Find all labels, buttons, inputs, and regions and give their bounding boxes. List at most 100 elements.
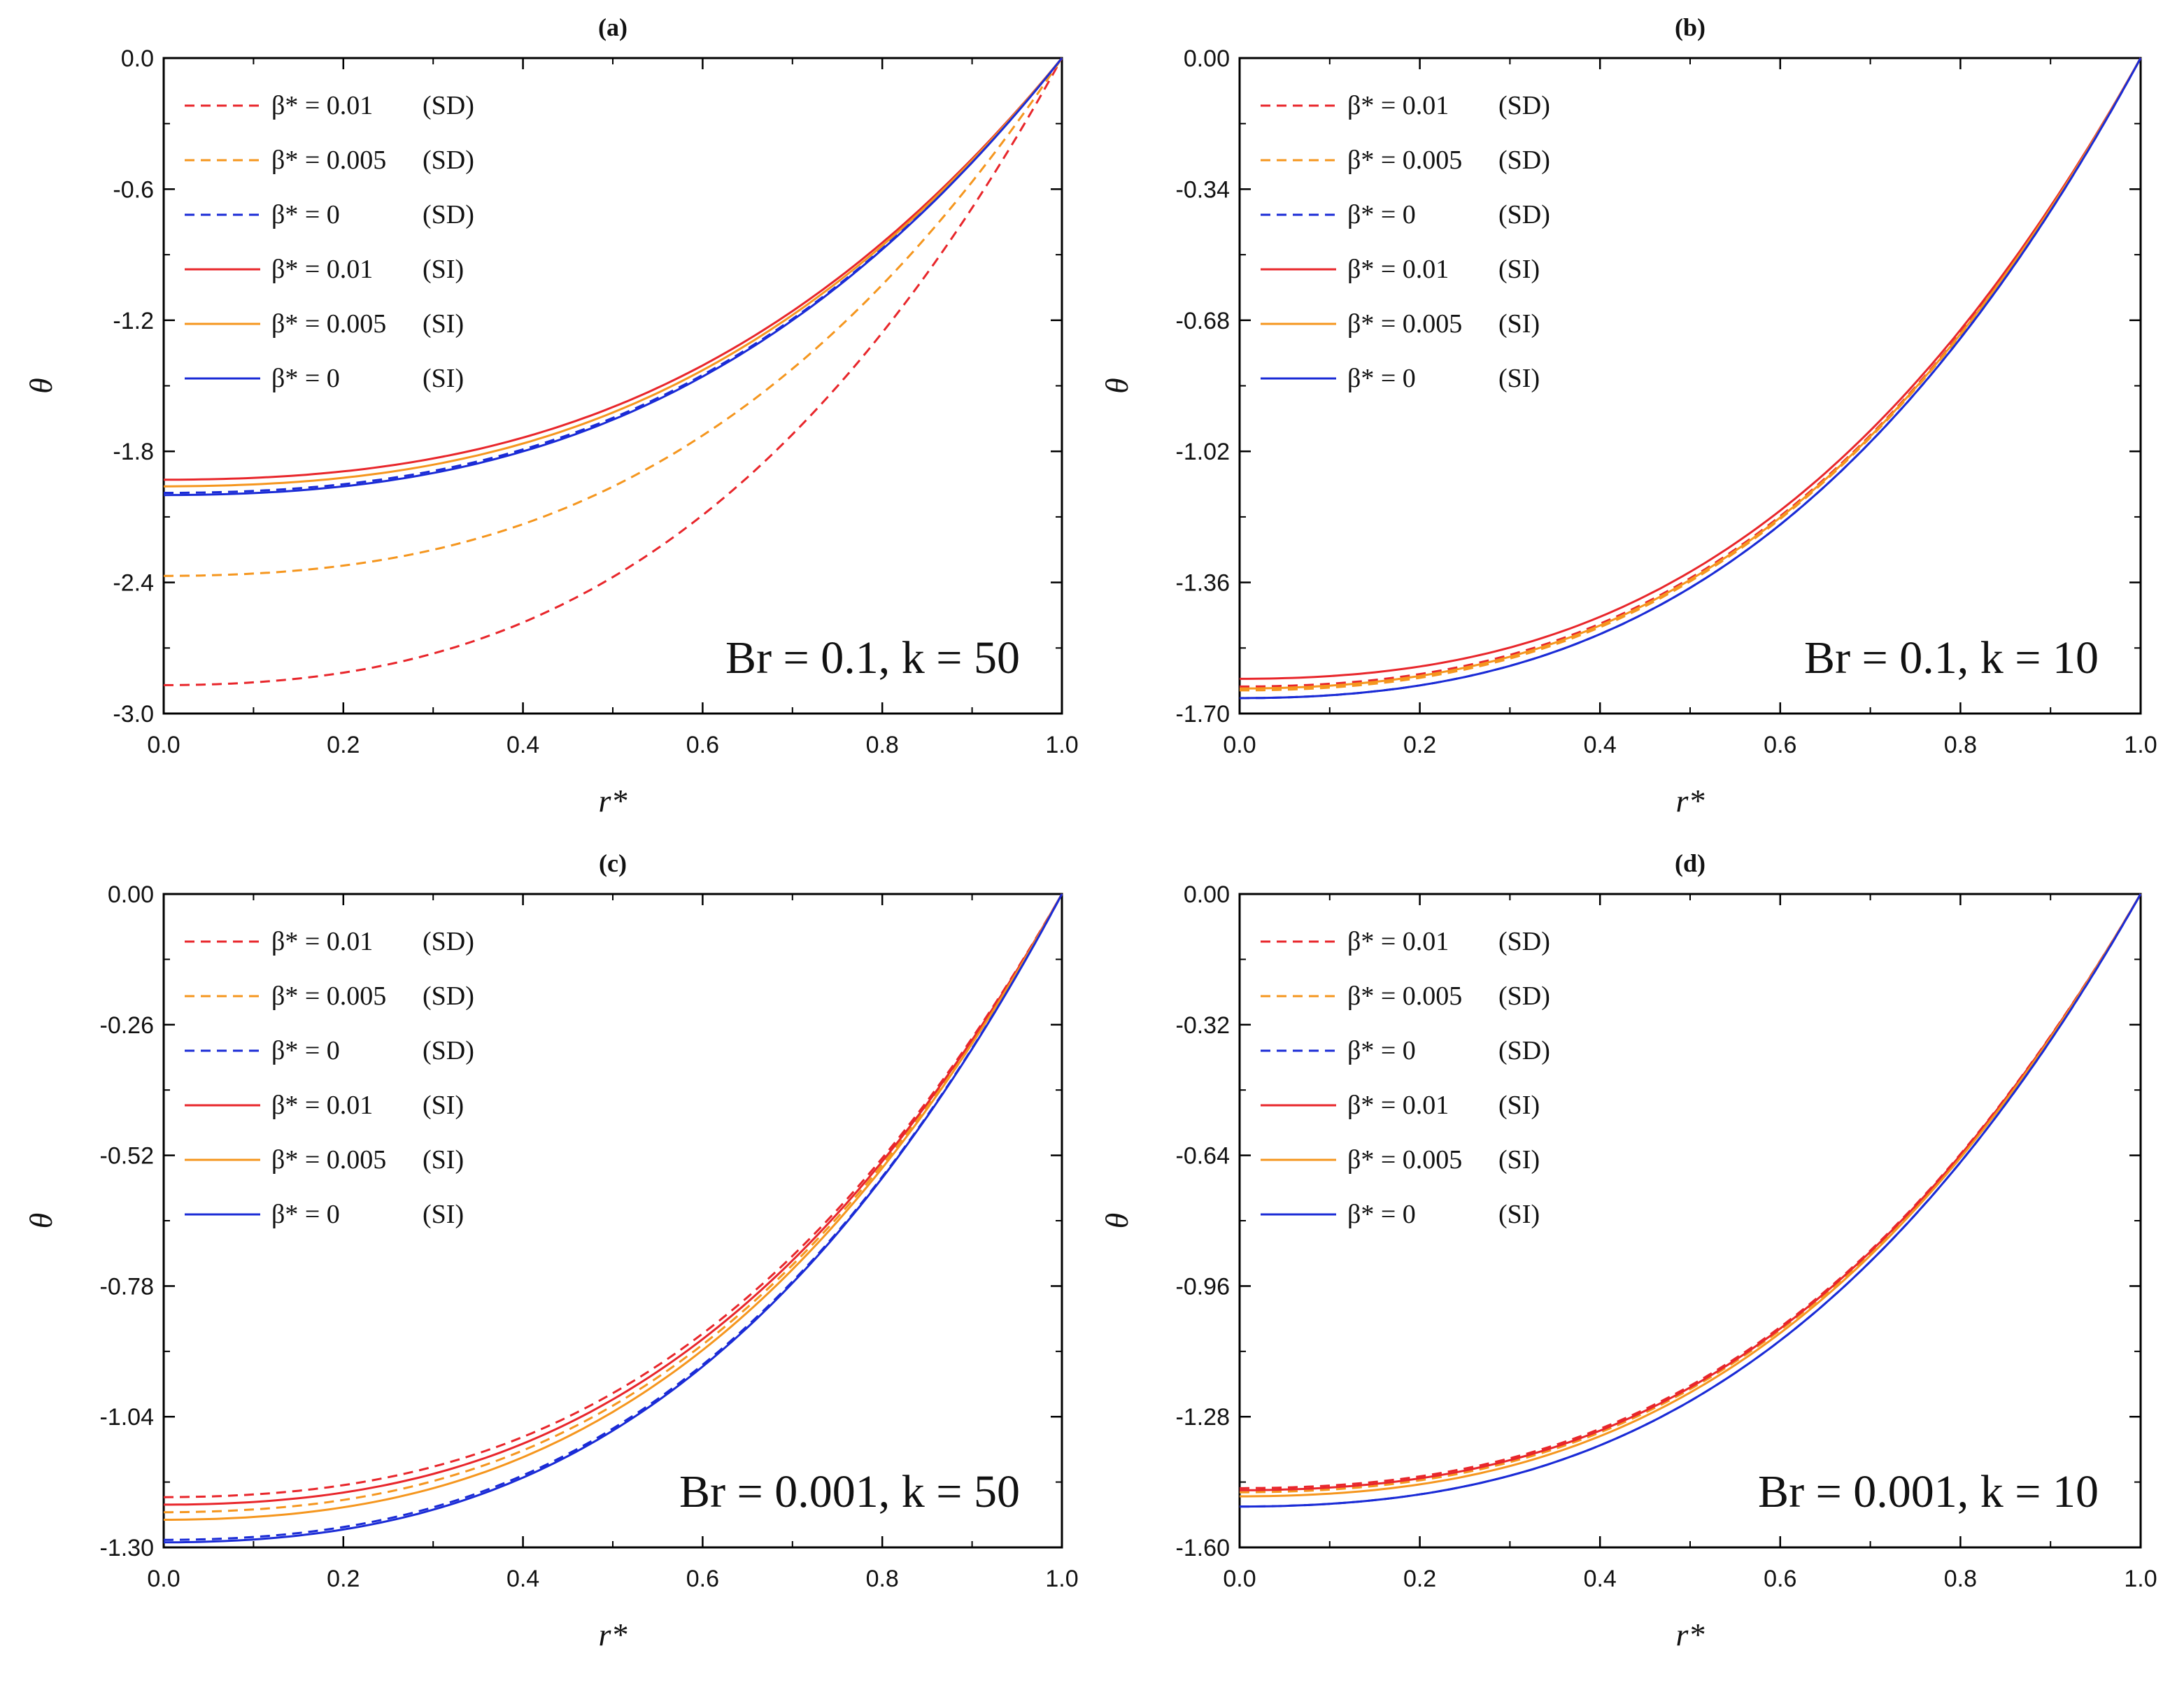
x-axis-label: r* xyxy=(1676,1617,1705,1652)
legend-model-label-4: (SI) xyxy=(1498,1145,1540,1175)
legend-model-label-3: (SI) xyxy=(423,1091,464,1120)
parameter-annotation: Br = 0.001, k = 10 xyxy=(1758,1466,2099,1517)
x-tick-label: 0.2 xyxy=(327,732,360,758)
y-tick-label: -2.4 xyxy=(113,570,154,597)
legend-model-label-3: (SI) xyxy=(1498,1091,1540,1120)
legend-model-label-0: (SD) xyxy=(423,91,474,120)
legend-beta-label-1: β* = 0.005 xyxy=(271,146,386,175)
panel-label: (b) xyxy=(1675,13,1706,41)
legend-beta-label-2: β* = 0 xyxy=(1347,1036,1416,1065)
legend-model-label-2: (SD) xyxy=(1498,200,1550,229)
legend-beta-label-4: β* = 0.005 xyxy=(1347,1145,1462,1175)
series-line-5 xyxy=(1240,893,2142,1508)
x-tick-label: 0.8 xyxy=(1944,732,1977,758)
legend-model-label-1: (SD) xyxy=(423,146,474,175)
y-tick-label: 0.00 xyxy=(108,881,154,908)
y-tick-label: -0.6 xyxy=(113,176,154,203)
series-line-4 xyxy=(1239,57,2142,690)
x-tick-label: 0.0 xyxy=(1223,1566,1256,1592)
x-tick-label: 1.0 xyxy=(2124,732,2157,758)
series-line-3 xyxy=(1239,893,2142,1491)
y-tick-label: -0.26 xyxy=(100,1012,155,1039)
x-axis-label: r* xyxy=(599,1617,627,1652)
y-tick-label: -1.60 xyxy=(1176,1535,1231,1561)
series-line-1 xyxy=(164,57,1063,577)
legend-model-label-3: (SI) xyxy=(423,255,464,284)
x-tick-label: 0.6 xyxy=(686,732,719,758)
chart-panel-3: (d) 0.0 0.2 0.4 0.6 0.8 1.0 -1.60 -1.28 -0.96 -0.6… xyxy=(1099,849,2157,1652)
legend-model-label-4: (SI) xyxy=(423,309,464,339)
x-tick-label: 0.0 xyxy=(147,1566,180,1592)
series-line-3 xyxy=(1240,57,2142,680)
legend-model-label-3: (SI) xyxy=(1498,255,1540,284)
legend-model-label-0: (SD) xyxy=(1498,91,1550,120)
legend-model-label-1: (SD) xyxy=(1498,146,1550,175)
legend-model-label-0: (SD) xyxy=(1498,927,1550,956)
x-tick-label: 0.4 xyxy=(506,1566,539,1592)
y-tick-label: -1.8 xyxy=(113,439,154,465)
legend-beta-label-3: β* = 0.01 xyxy=(1347,1091,1449,1120)
legend-model-label-2: (SD) xyxy=(423,1036,474,1065)
parameter-annotation: Br = 0.1, k = 50 xyxy=(725,632,1020,683)
y-tick-label: -1.36 xyxy=(1176,570,1231,597)
legend-model-label-5: (SI) xyxy=(423,1200,464,1229)
legend-beta-label-5: β* = 0 xyxy=(271,364,340,393)
x-tick-label: 0.4 xyxy=(1584,1566,1617,1592)
y-tick-label: -0.32 xyxy=(1176,1012,1231,1039)
x-tick-label: 0.2 xyxy=(1403,1566,1436,1592)
x-tick-label: 0.0 xyxy=(147,732,180,758)
legend-beta-label-3: β* = 0.01 xyxy=(1347,255,1449,284)
legend-beta-label-5: β* = 0 xyxy=(271,1200,340,1229)
series-line-4 xyxy=(164,893,1063,1521)
y-tick-label: -3.0 xyxy=(113,701,154,728)
y-tick-label: -0.68 xyxy=(1176,308,1231,334)
parameter-annotation: Br = 0.1, k = 10 xyxy=(1804,632,2099,683)
series-line-0 xyxy=(163,893,1063,1498)
x-tick-label: 0.8 xyxy=(866,732,899,758)
x-tick-label: 0.2 xyxy=(327,1566,360,1592)
legend-beta-label-0: β* = 0.01 xyxy=(271,927,373,956)
legend-beta-label-0: β* = 0.01 xyxy=(1347,927,1449,956)
legend-beta-label-1: β* = 0.005 xyxy=(271,981,386,1011)
y-tick-label: -0.64 xyxy=(1176,1143,1231,1170)
x-tick-label: 1.0 xyxy=(1045,732,1078,758)
series-line-0 xyxy=(164,57,1063,686)
chart-panel-1: (b) 0.0 0.2 0.4 0.6 0.8 1.0 -1.70 -1.36 -1.02 -0.6… xyxy=(1099,13,2157,818)
x-tick-label: 1.0 xyxy=(1045,1566,1078,1592)
legend-beta-label-3: β* = 0.01 xyxy=(271,1091,373,1120)
x-tick-label: 0.0 xyxy=(1223,732,1256,758)
panel-label: (a) xyxy=(598,13,627,41)
series-line-1 xyxy=(164,893,1063,1514)
series-line-2 xyxy=(164,57,1063,494)
y-tick-label: -0.34 xyxy=(1176,176,1231,203)
legend-model-label-5: (SI) xyxy=(1498,364,1540,393)
legend-beta-label-2: β* = 0 xyxy=(271,200,340,229)
series-line-4 xyxy=(164,57,1063,488)
y-axis-label: θ xyxy=(23,378,59,394)
series-line-5 xyxy=(1239,57,2142,700)
y-axis-label: θ xyxy=(1099,378,1135,394)
x-tick-label: 0.4 xyxy=(1584,732,1617,758)
panel-label: (d) xyxy=(1675,849,1706,877)
legend-beta-label-4: β* = 0.005 xyxy=(1347,309,1462,339)
legend-model-label-0: (SD) xyxy=(423,927,474,956)
series-line-3 xyxy=(164,57,1063,481)
y-tick-label: 0.00 xyxy=(1184,881,1230,908)
series-line-3 xyxy=(164,893,1063,1506)
chart-panel-2: (c) 0.0 0.2 0.4 0.6 0.8 1.0 -1.30 -1.04 -0.78 -0.5… xyxy=(23,849,1079,1652)
x-tick-label: 1.0 xyxy=(2124,1566,2157,1592)
legend-beta-label-0: β* = 0.01 xyxy=(1347,91,1449,120)
x-axis-label: r* xyxy=(1676,783,1705,818)
chart-panel-0: (a) 0.0 0.2 0.4 0.6 0.8 1.0 -3.0 -2.4 -1.8 -1.2 -0.… xyxy=(23,13,1079,818)
legend-beta-label-2: β* = 0 xyxy=(1347,200,1416,229)
y-tick-label: -1.28 xyxy=(1176,1404,1231,1431)
x-tick-label: 0.6 xyxy=(1764,732,1796,758)
legend-beta-label-1: β* = 0.005 xyxy=(1347,146,1462,175)
legend-beta-label-4: β* = 0.005 xyxy=(271,309,386,339)
y-tick-label: -0.78 xyxy=(100,1273,155,1300)
legend-model-label-4: (SI) xyxy=(423,1145,464,1175)
legend-beta-label-4: β* = 0.005 xyxy=(271,1145,386,1175)
series-line-5 xyxy=(163,57,1063,497)
y-tick-label: -1.2 xyxy=(113,308,154,334)
